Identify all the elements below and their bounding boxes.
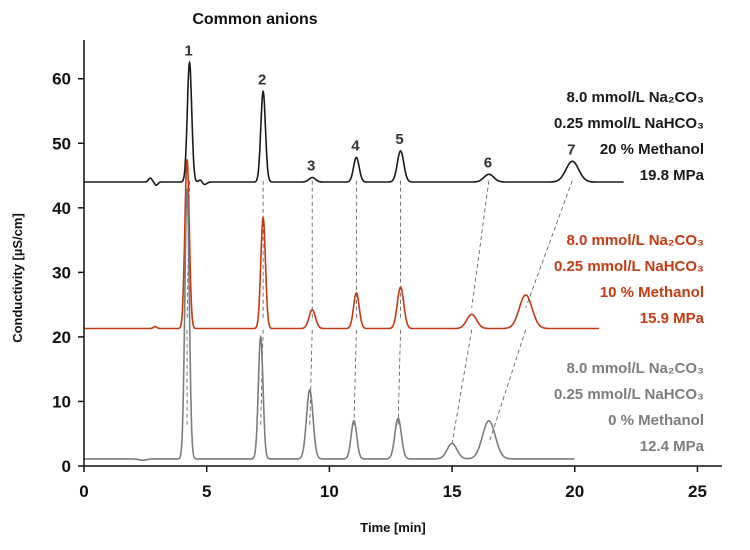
condition-line: 8.0 mmol/L Na₂CO₃ <box>566 89 704 106</box>
condition-line: 15.9 MPa <box>640 310 705 327</box>
chromatogram-traces <box>84 60 624 461</box>
y-tick-label: 60 <box>52 70 71 89</box>
x-tick-label: 0 <box>79 482 88 501</box>
condition-line: 12.4 MPa <box>640 438 705 455</box>
x-tick-label: 20 <box>565 482 584 501</box>
peak-connector <box>353 329 357 427</box>
condition-line: 0.25 mmol/L NaHCO₃ <box>554 115 704 132</box>
condition-line: 8.0 mmol/L Na₂CO₃ <box>566 232 704 249</box>
x-tick-label: 15 <box>443 482 462 501</box>
condition-line: 20 % Methanol <box>600 141 704 158</box>
peak-number-label: 4 <box>351 137 360 154</box>
peak-connector <box>309 329 313 427</box>
peak-connector <box>260 329 264 427</box>
series-line-red <box>84 159 600 330</box>
x-tick-label: 5 <box>202 482 211 501</box>
y-tick-label: 0 <box>62 457 71 476</box>
peak-connector <box>525 180 573 309</box>
y-tick-label: 10 <box>52 392 71 411</box>
peak-number-label: 1 <box>184 43 192 60</box>
peak-number-label: 6 <box>484 154 492 171</box>
condition-line: 0.25 mmol/L NaHCO₃ <box>554 386 704 403</box>
peak-number-label: 3 <box>307 157 315 174</box>
plot-area: 1 2 3 4 5 6 7 8.0 mmol/L Na₂CO₃ 0.25 mmol/L NaH… <box>84 43 705 461</box>
x-axis-label: Time [min] <box>360 520 426 535</box>
peak-number-labels: 1 2 3 4 5 6 7 <box>184 43 575 175</box>
peak-connector <box>397 329 401 427</box>
condition-line: 10 % Methanol <box>600 284 704 301</box>
series-line-black <box>84 60 624 186</box>
y-axis-ticks: 0 10 20 30 40 50 60 <box>52 70 84 476</box>
series-line-gray <box>84 188 575 461</box>
peak-number-label: 2 <box>258 72 266 89</box>
peak-connector-lines <box>186 180 573 444</box>
condition-line: 0 % Methanol <box>608 412 704 429</box>
peak-connector <box>488 329 527 444</box>
peak-connector <box>471 180 490 308</box>
y-tick-label: 30 <box>52 263 71 282</box>
condition-labels: 8.0 mmol/L Na₂CO₃ 0.25 mmol/L NaHCO₃ 20 % … <box>554 89 705 455</box>
chart-title: Common anions <box>192 11 317 28</box>
y-tick-label: 50 <box>52 134 71 153</box>
peak-connector <box>451 329 473 444</box>
condition-line: 0.25 mmol/L NaHCO₃ <box>554 258 704 275</box>
condition-line: 8.0 mmol/L Na₂CO₃ <box>566 360 704 377</box>
x-tick-label: 10 <box>320 482 339 501</box>
x-axis-ticks: 0 5 10 15 20 25 <box>79 466 707 501</box>
y-tick-label: 40 <box>52 199 71 218</box>
peak-number-label: 7 <box>567 141 575 158</box>
x-tick-label: 25 <box>688 482 707 501</box>
peak-number-label: 5 <box>395 131 403 148</box>
y-axis-label: Conductivity [µS/cm] <box>10 213 25 343</box>
y-tick-label: 20 <box>52 328 71 347</box>
condition-line: 19.8 MPa <box>640 167 705 184</box>
